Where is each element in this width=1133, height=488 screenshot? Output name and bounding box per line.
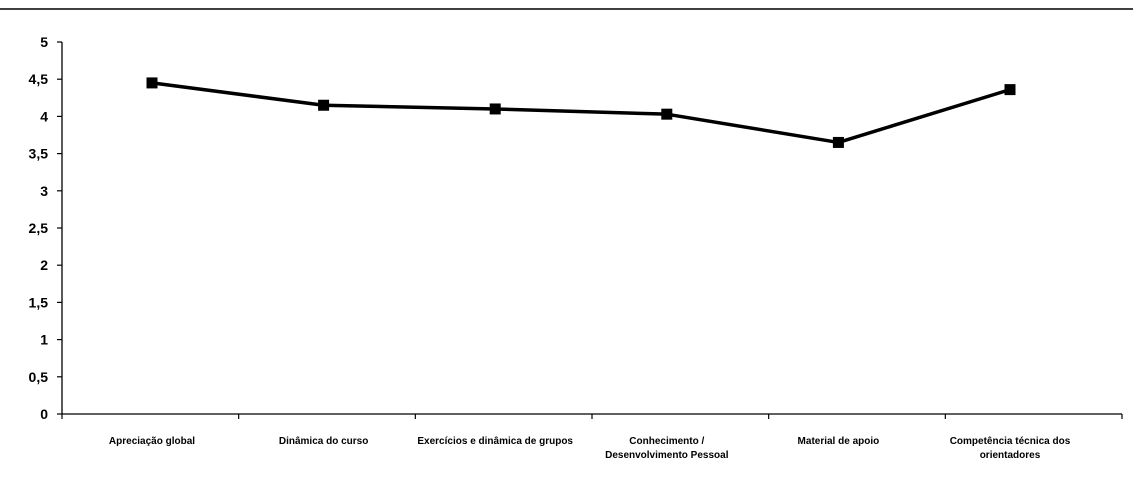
y-tick-label: 3,5 — [29, 146, 49, 162]
x-category-label: Dinâmica do curso — [279, 436, 368, 447]
y-tick-label: 1,5 — [29, 294, 49, 310]
x-category-label: Conhecimento / Desenvolvimento Pessoal — [605, 436, 729, 461]
y-axis: 0 0,5 1 1,5 2 2,5 3 3,5 4 4,5 5 — [29, 34, 63, 422]
data-point-marker — [661, 108, 673, 120]
y-tick-label: 2,5 — [29, 220, 49, 236]
x-category-label: Apreciação global — [109, 436, 195, 447]
y-tick-label: 2 — [40, 257, 48, 273]
y-tick-label: 1 — [40, 332, 48, 348]
x-category-label: Material de apoio — [798, 436, 880, 447]
data-point-marker — [146, 77, 158, 89]
data-point-marker — [318, 99, 330, 111]
y-tick-label: 3 — [40, 183, 48, 199]
y-tick-label: 0 — [40, 406, 48, 422]
data-point-marker — [489, 103, 501, 115]
series-line — [151, 81, 1011, 145]
y-tick-label: 5 — [40, 34, 48, 50]
data-point-marker — [1004, 84, 1016, 96]
data-point-marker — [832, 136, 844, 148]
x-axis — [61, 413, 1123, 419]
y-tick-label: 0,5 — [29, 369, 49, 385]
y-tick-label: 4,5 — [29, 71, 49, 87]
x-category-label: Exercícios e dinâmica de grupos — [417, 436, 573, 447]
x-category-labels: Apreciação global Dinâmica do curso Exercí… — [109, 436, 1071, 461]
series-line-group — [146, 77, 1016, 148]
x-category-label: Competência técnica dos orientadores — [950, 436, 1071, 461]
y-tick-label: 4 — [40, 108, 48, 124]
